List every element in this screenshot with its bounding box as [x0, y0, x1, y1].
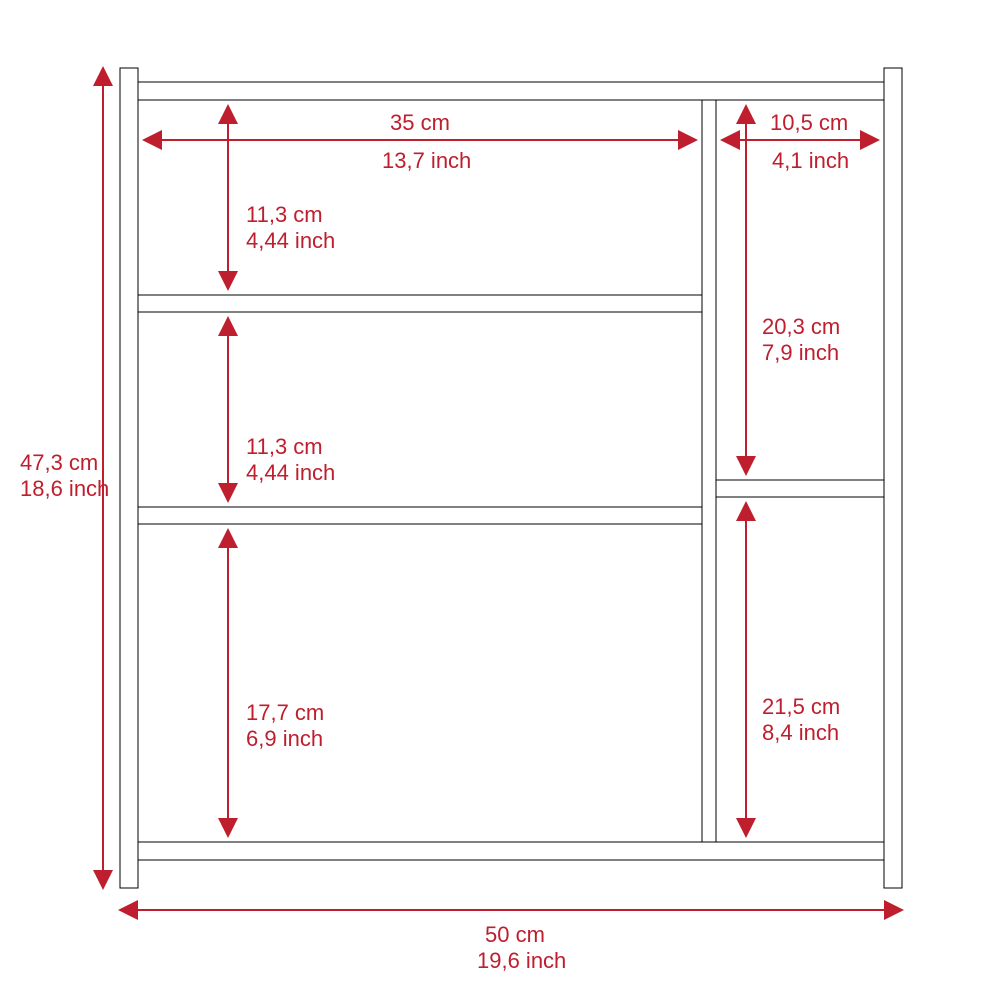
dim-right-width-cm: 10,5 cm [770, 110, 848, 135]
dim-left-width: 35 cm 13,7 inch [144, 110, 696, 173]
dim-overall-width: 50 cm 19,6 inch [120, 910, 902, 973]
dim-right-width-inch: 4,1 inch [772, 148, 849, 173]
dim-right-row2-inch: 8,4 inch [762, 720, 839, 745]
dim-right-row2-cm: 21,5 cm [762, 694, 840, 719]
dim-left-row1-h: 11,3 cm 4,44 inch [228, 106, 335, 289]
dim-left-row2-h: 11,3 cm 4,44 inch [228, 318, 335, 501]
dim-overall-height-cm: 47,3 cm [20, 450, 98, 475]
dim-overall-width-cm: 50 cm [485, 922, 545, 947]
cabinet-outline [120, 68, 902, 888]
dim-right-row2-h: 21,5 cm 8,4 inch [746, 503, 840, 836]
dimension-drawing: 47,3 cm 18,6 inch 50 cm 19,6 inch 35 cm … [0, 0, 1000, 1000]
dim-left-width-cm: 35 cm [390, 110, 450, 135]
dim-left-row3-inch: 6,9 inch [246, 726, 323, 751]
dim-left-row2-inch: 4,44 inch [246, 460, 335, 485]
dim-left-width-inch: 13,7 inch [382, 148, 471, 173]
dim-overall-height-inch: 18,6 inch [20, 476, 109, 501]
dim-right-row1-cm: 20,3 cm [762, 314, 840, 339]
dim-left-row1-cm: 11,3 cm [246, 202, 323, 227]
dim-right-row1-inch: 7,9 inch [762, 340, 839, 365]
dim-overall-height: 47,3 cm 18,6 inch [20, 68, 109, 888]
dim-left-row1-inch: 4,44 inch [246, 228, 335, 253]
dim-overall-width-inch: 19,6 inch [477, 948, 566, 973]
dim-left-row2-cm: 11,3 cm [246, 434, 323, 459]
dim-left-row3-cm: 17,7 cm [246, 700, 324, 725]
dim-left-row3-h: 17,7 cm 6,9 inch [228, 530, 324, 836]
